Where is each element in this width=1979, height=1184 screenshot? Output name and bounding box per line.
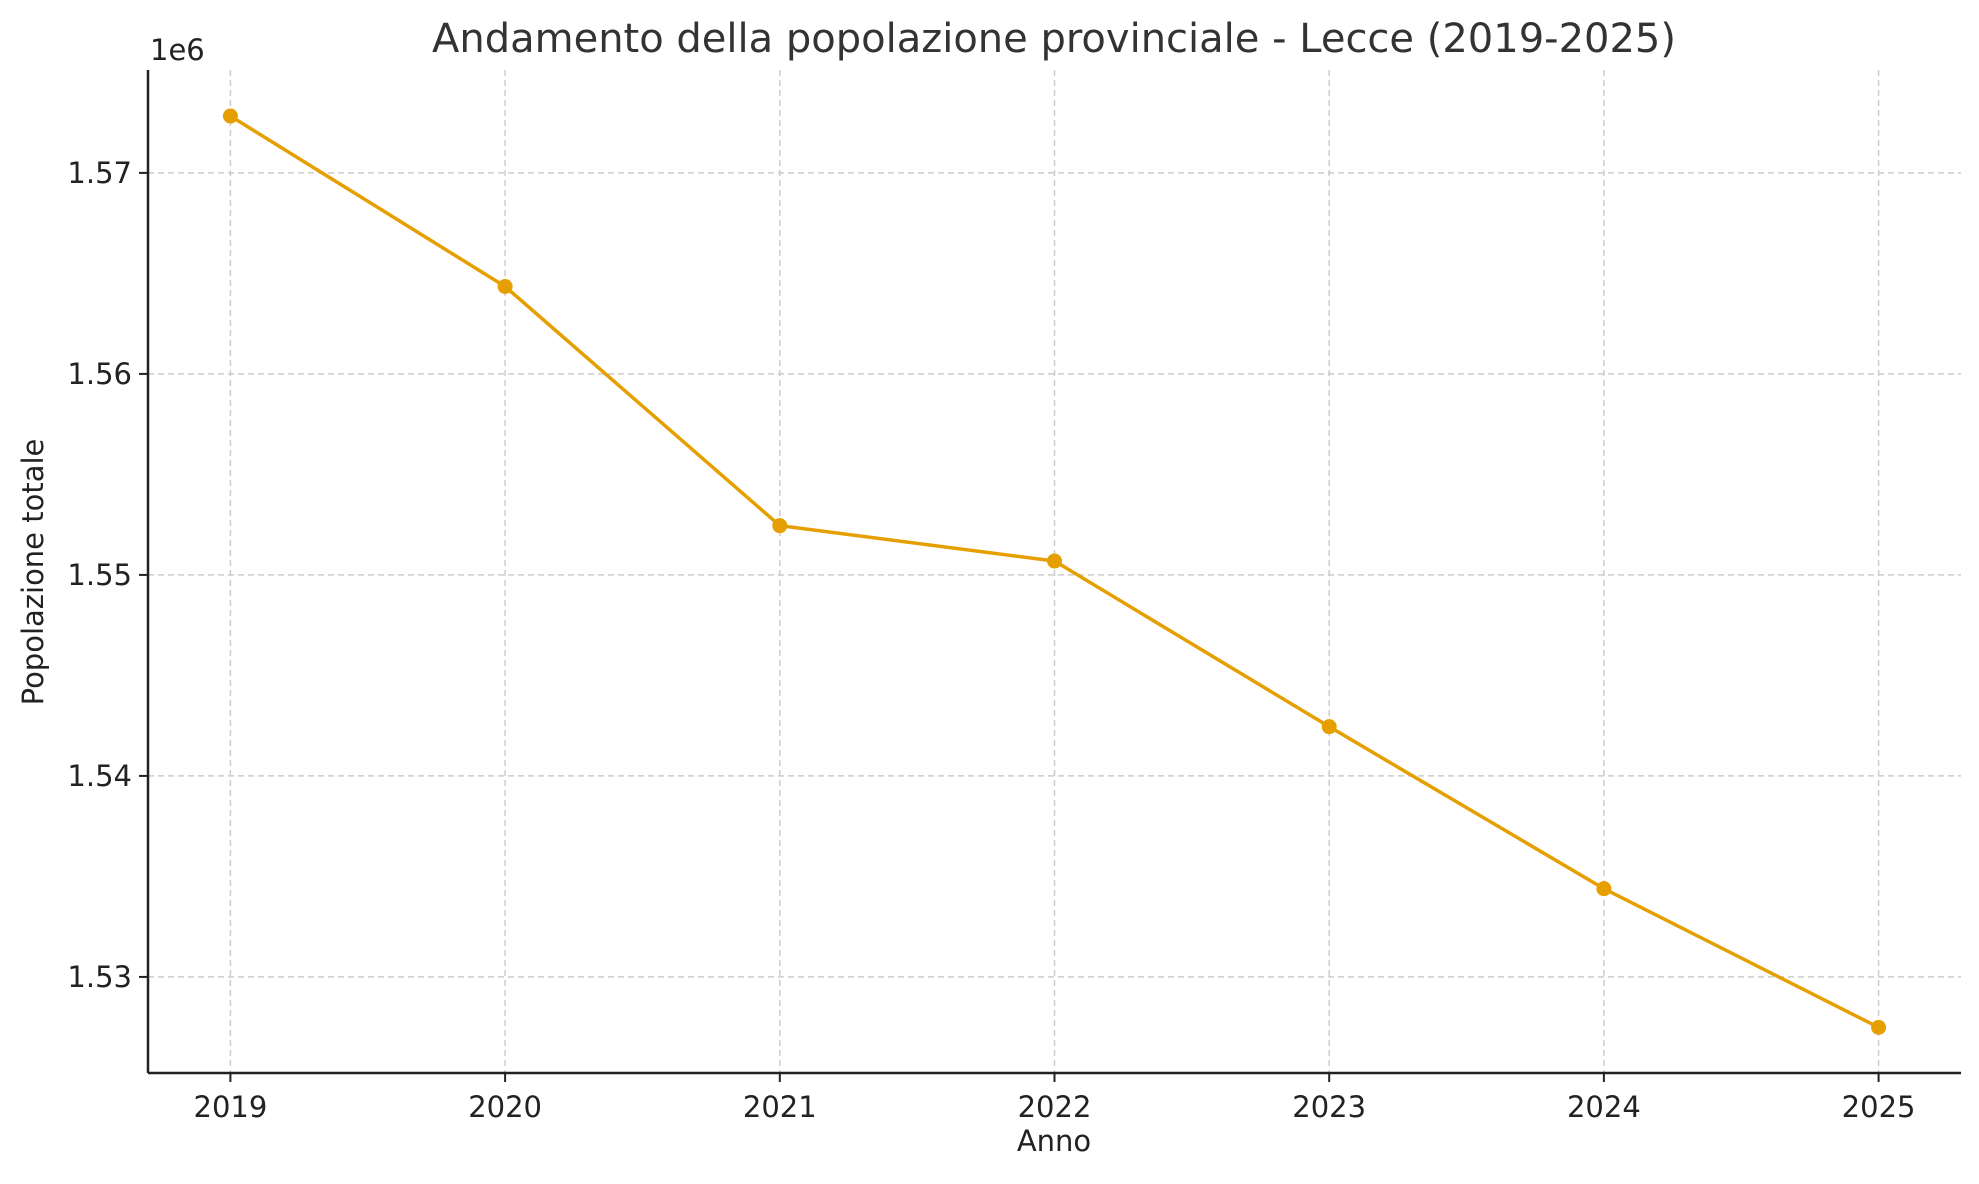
grid [148, 70, 1961, 1073]
x-tick-label: 2023 [1292, 1090, 1366, 1124]
x-axis-label: Anno [1017, 1124, 1091, 1158]
y-tick-label: 1.56 [67, 357, 132, 391]
data-point [1321, 719, 1337, 735]
y-tick-label: 1.53 [67, 960, 132, 994]
data-point [497, 278, 513, 294]
y-tick-label: 1.54 [67, 759, 132, 793]
ticks: 2019 2020 2021 2022 2023 2024 2025 1.53 1.54 1.55… [67, 156, 1915, 1124]
x-tick-label: 2022 [1018, 1090, 1092, 1124]
y-axis-label: Popolazione totale [16, 439, 50, 706]
x-tick-label: 2020 [468, 1090, 542, 1124]
x-tick-label: 2021 [743, 1090, 817, 1124]
x-tick-label: 2019 [194, 1090, 268, 1124]
y-tick-label: 1.55 [67, 558, 132, 592]
data-point [1871, 1019, 1887, 1035]
data-point [1596, 881, 1612, 897]
data-point [222, 108, 238, 124]
x-tick-label: 2025 [1842, 1090, 1916, 1124]
chart-title: Andamento della popolazione provinciale … [432, 16, 1676, 62]
y-offset-label: 1e6 [150, 33, 205, 67]
y-tick-label: 1.57 [67, 156, 132, 190]
x-tick-label: 2024 [1567, 1090, 1641, 1124]
series [222, 108, 1887, 1035]
data-point [1047, 553, 1062, 569]
data-point [772, 518, 788, 534]
